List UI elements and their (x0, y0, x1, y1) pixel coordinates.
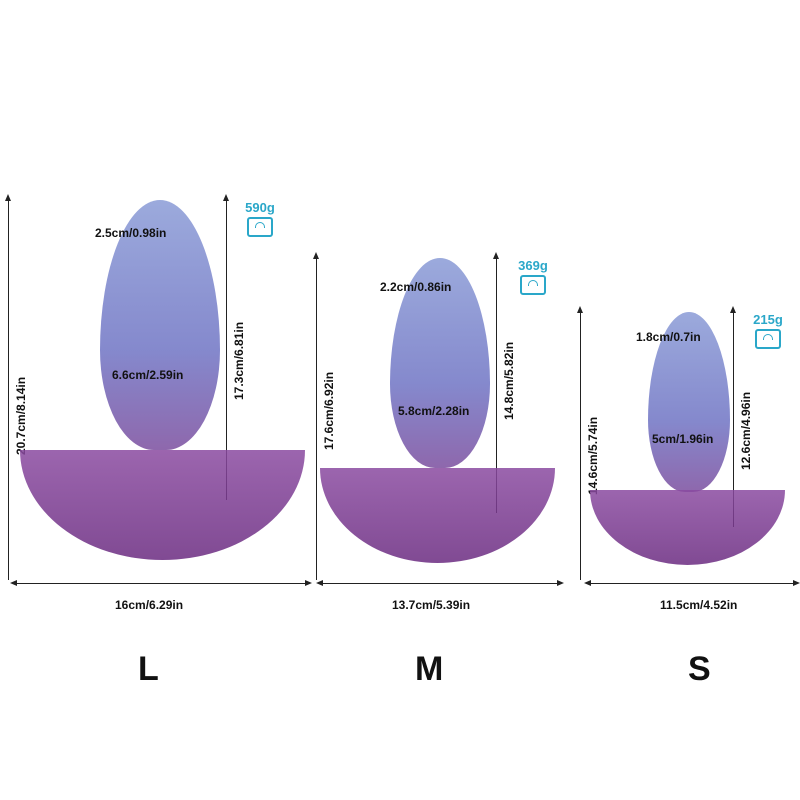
tip-width-label: 1.8cm/0.7in (636, 330, 701, 344)
insertable-length-label: 14.8cm/5.82in (502, 341, 516, 420)
total-height-label: 20.7cm/8.14in (14, 376, 28, 455)
insertable-length-label: 12.6cm/4.96in (739, 391, 753, 470)
product-base-shape (590, 490, 785, 565)
total-height-arrow (313, 252, 319, 580)
weight-badge: 215g (748, 312, 788, 349)
total-height-label: 14.6cm/5.74in (586, 416, 600, 495)
insertable-length-label: 17.3cm/6.81in (232, 321, 246, 400)
total-height-arrow (577, 306, 583, 580)
max-width-label: 5cm/1.96in (652, 432, 714, 446)
max-width-label: 5.8cm/2.28in (398, 404, 470, 418)
base-width-label: 11.5cm/4.52in (660, 598, 738, 612)
weight-badge: 369g (513, 258, 553, 295)
scale-icon (755, 329, 781, 349)
insertable-length-arrow (493, 252, 499, 513)
insertable-length-arrow (223, 194, 229, 500)
base-width-arrow (584, 580, 800, 586)
product-base-shape (320, 468, 555, 563)
weight-badge: 590g (240, 200, 280, 237)
weight-value: 369g (518, 258, 548, 273)
total-height-arrow (5, 194, 11, 580)
size-label: M (415, 650, 444, 688)
product-shape (648, 312, 730, 492)
product-base-shape (20, 450, 305, 560)
insertable-length-arrow (730, 306, 736, 527)
max-width-label: 6.6cm/2.59in (112, 368, 184, 382)
scale-icon (520, 275, 546, 295)
weight-value: 215g (753, 312, 783, 327)
tip-width-label: 2.2cm/0.86in (380, 280, 452, 294)
tip-width-label: 2.5cm/0.98in (95, 226, 167, 240)
weight-value: 590g (245, 200, 275, 215)
total-height-label: 17.6cm/6.92in (322, 371, 336, 450)
scale-icon (247, 217, 273, 237)
base-width-label: 16cm/6.29in (115, 598, 184, 612)
product-shape (390, 258, 490, 468)
base-width-label: 13.7cm/5.39in (392, 598, 471, 612)
base-width-arrow (316, 580, 564, 586)
size-label: L (138, 650, 159, 688)
base-width-arrow (10, 580, 312, 586)
size-label: S (688, 650, 711, 688)
product-shape (100, 200, 220, 450)
